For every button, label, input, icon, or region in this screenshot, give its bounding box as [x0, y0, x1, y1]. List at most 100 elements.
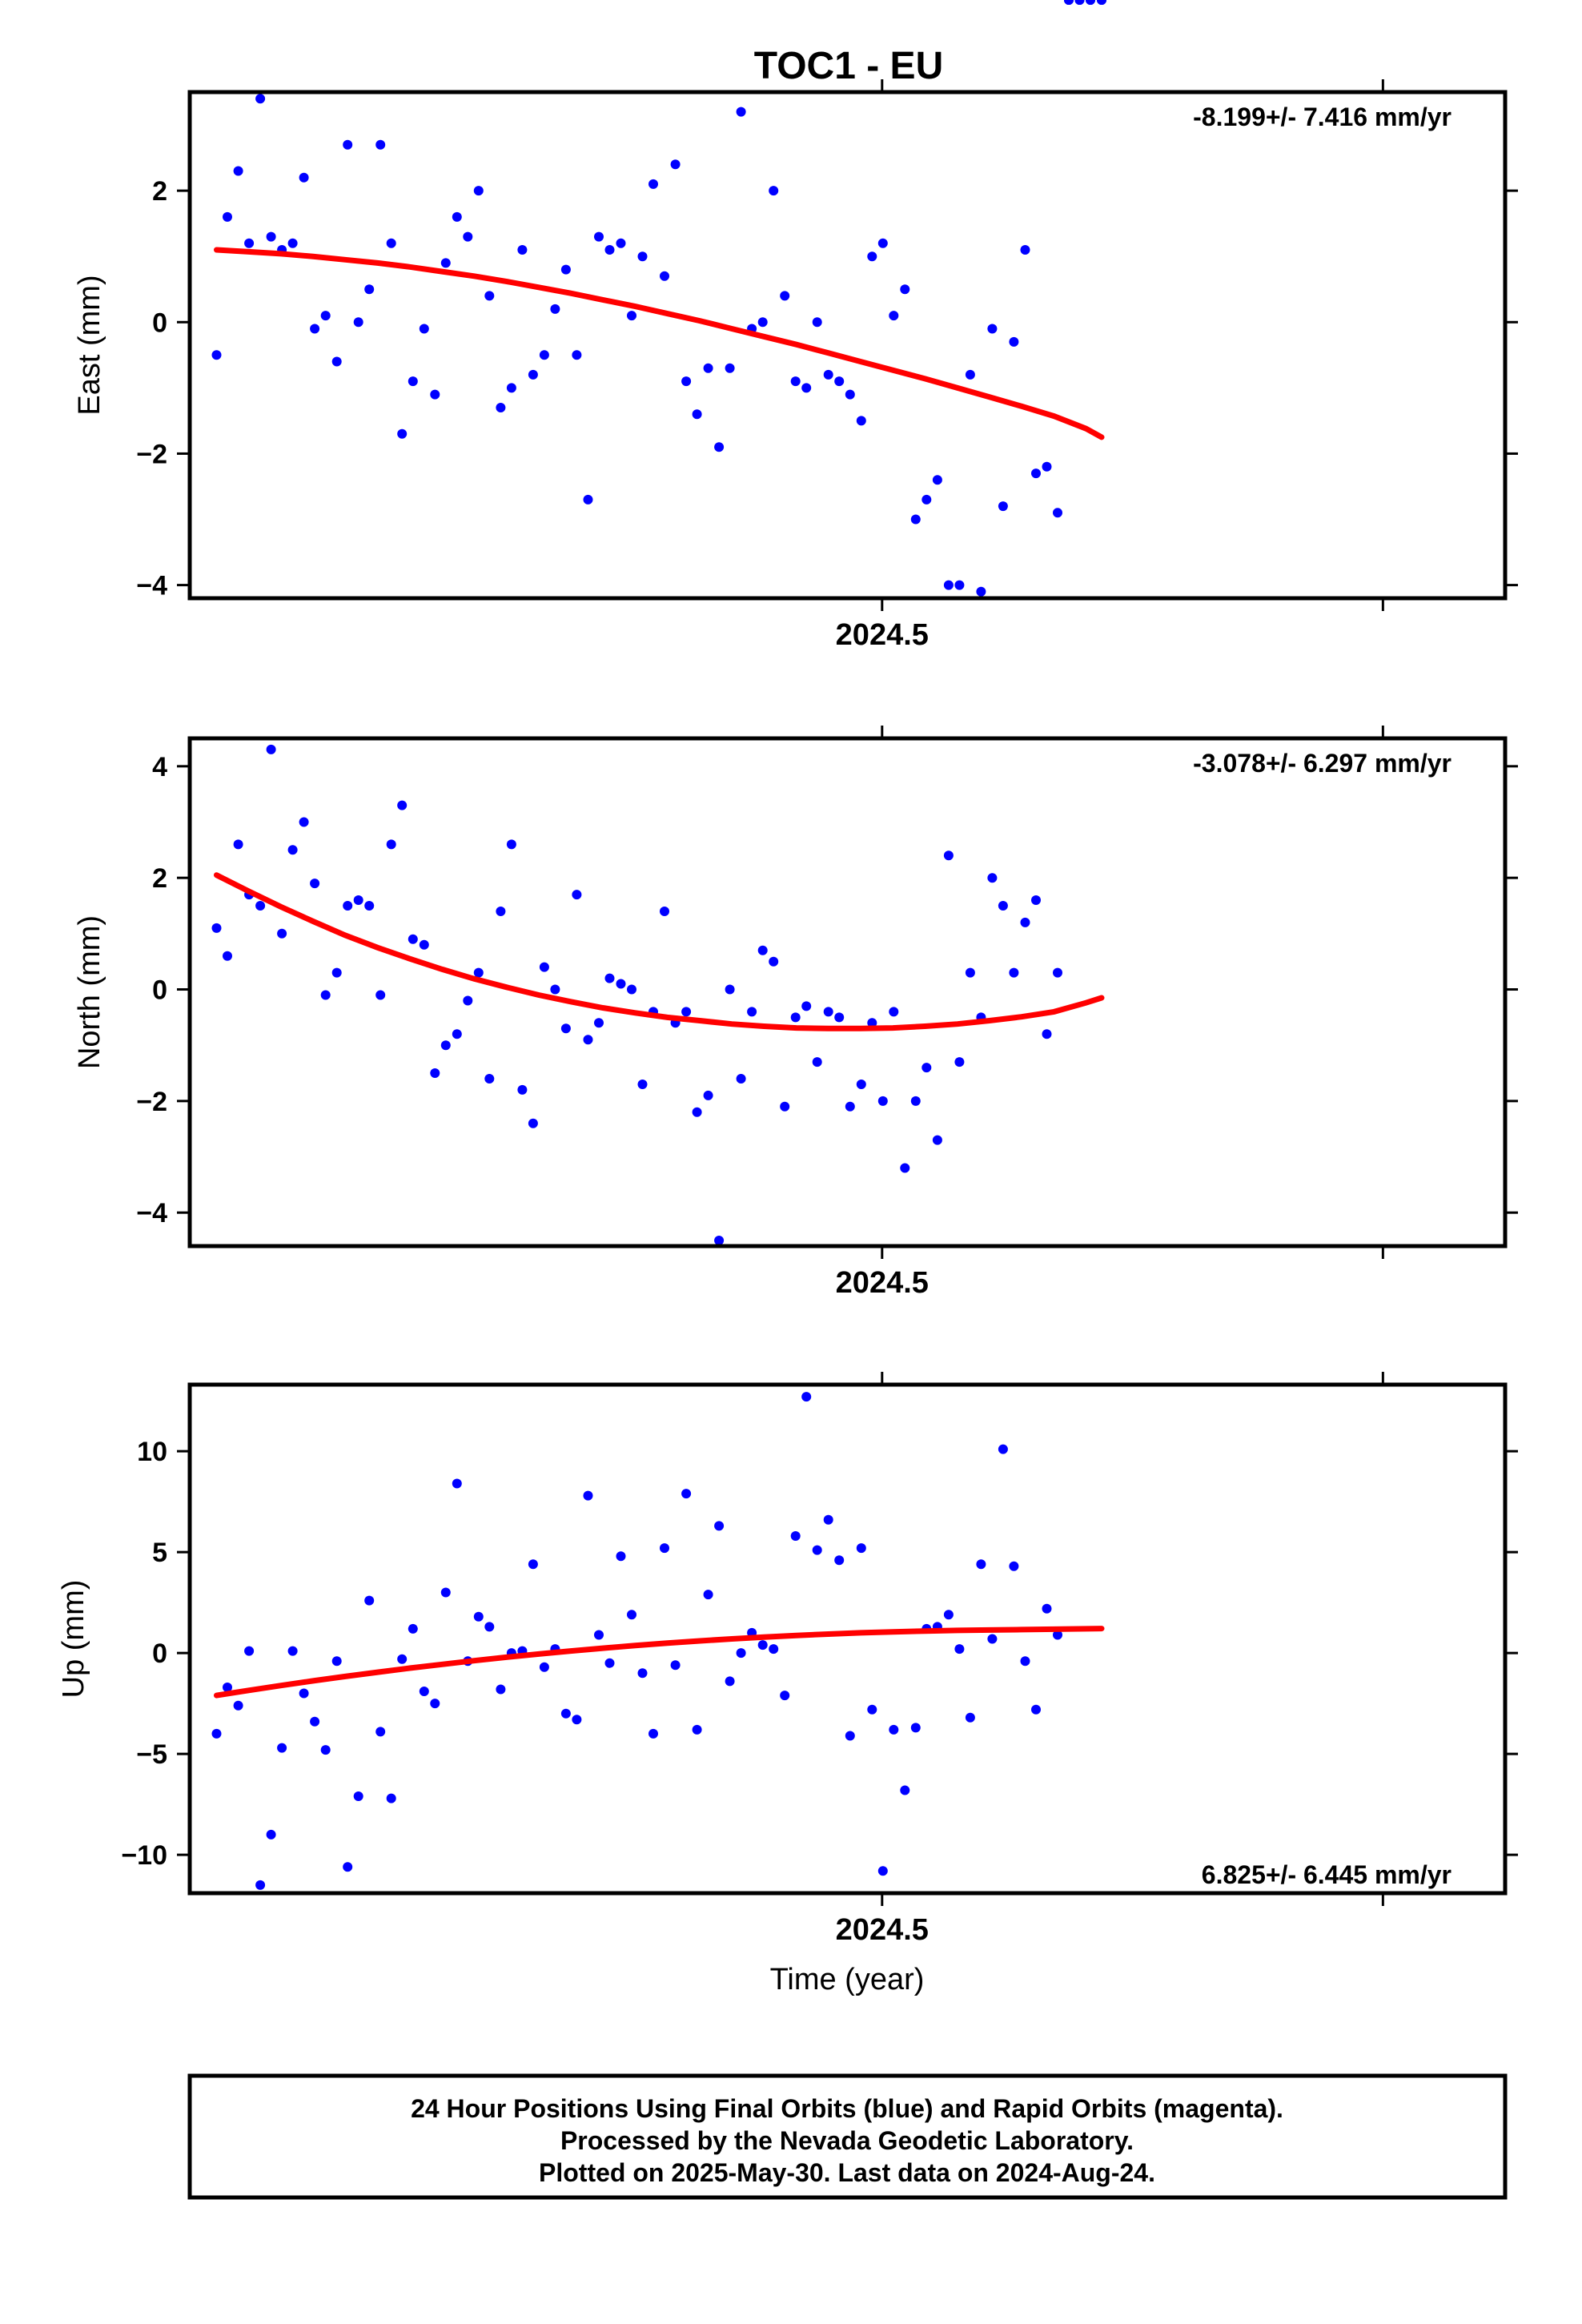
east-data-point	[780, 291, 790, 301]
north-data-point	[954, 1057, 965, 1068]
east-data-point	[987, 324, 998, 334]
north-y-tick-label: 2	[152, 863, 167, 894]
north-data-point	[692, 1107, 702, 1117]
up-data-point	[703, 1590, 713, 1600]
up-data-point	[987, 1634, 998, 1644]
east-data-point	[539, 350, 549, 360]
east-data-point	[736, 107, 746, 117]
east-data-point	[877, 238, 888, 248]
up-y-tick-label: −5	[136, 1739, 167, 1770]
east-data-point	[921, 494, 932, 505]
east-data-point	[419, 324, 429, 334]
east-data-point	[943, 580, 954, 590]
east-data-point	[910, 514, 921, 525]
east-y-tick-label: −2	[136, 439, 167, 469]
east-data-point	[900, 284, 910, 295]
up-data-point	[1074, 0, 1085, 5]
east-data-point	[889, 311, 899, 321]
east-data-point	[823, 369, 833, 380]
up-data-point	[310, 1716, 320, 1727]
up-data-point	[845, 1731, 855, 1741]
up-fit-line	[214, 1626, 1105, 1699]
north-data-point	[1009, 967, 1019, 978]
up-data-point	[528, 1559, 538, 1570]
east-data-point	[648, 179, 658, 189]
up-data-point	[244, 1646, 255, 1656]
north-data-point	[714, 1236, 725, 1245]
up-data-point	[725, 1676, 735, 1687]
north-data-point	[440, 1040, 451, 1051]
north-data-point	[408, 934, 418, 944]
north-data-point	[496, 907, 506, 916]
north-data-point	[812, 1057, 822, 1068]
up-y-tick-label: 5	[152, 1538, 167, 1568]
footer-line-1: 24 Hour Positions Using Final Orbits (bl…	[411, 2094, 1283, 2123]
east-data-point	[320, 311, 331, 321]
up-data-point	[353, 1791, 363, 1801]
up-y-tick-label: −10	[121, 1840, 167, 1871]
north-data-point	[266, 744, 276, 754]
north-data-point	[900, 1163, 910, 1173]
up-data-point	[769, 1644, 779, 1655]
up-data-point	[375, 1727, 386, 1737]
north-data-point	[430, 1068, 440, 1078]
north-data-point	[1020, 917, 1030, 927]
east-data-point	[998, 501, 1008, 512]
north-data-point	[310, 879, 320, 889]
east-data-point	[223, 211, 232, 222]
north-data-point	[550, 984, 560, 995]
up-y-tick-label: 10	[137, 1437, 167, 1467]
up-data-point	[736, 1648, 746, 1659]
footer-box	[187, 2073, 1508, 2200]
up-data-point	[440, 1587, 451, 1598]
north-data-point	[889, 1007, 899, 1017]
up-data-point	[277, 1743, 287, 1753]
east-data-point	[572, 350, 582, 360]
up-data-point	[976, 1559, 986, 1570]
up-data-point	[790, 1531, 801, 1541]
up-data-point	[965, 1712, 975, 1723]
x-axis-label: Time (year)	[770, 1963, 925, 1996]
up-data-point	[670, 1660, 681, 1671]
up-data-point	[484, 1622, 495, 1632]
east-data-point	[725, 363, 735, 373]
up-data-point	[583, 1490, 593, 1501]
north-data-point	[386, 839, 396, 850]
up-data-point	[594, 1630, 604, 1640]
east-data-point	[310, 324, 320, 334]
north-data-point	[572, 890, 582, 900]
east-data-point	[801, 383, 812, 393]
east-data-point	[397, 428, 408, 439]
up-data-point	[287, 1646, 298, 1656]
figure-title: TOC1 - EU	[754, 45, 943, 87]
north-data-point	[539, 962, 549, 972]
up-data-point	[660, 1543, 669, 1554]
up-data-point	[616, 1551, 626, 1562]
north-data-point	[943, 850, 954, 861]
east-data-point	[408, 376, 418, 387]
up-data-point	[419, 1687, 429, 1696]
up-data-point	[1097, 0, 1106, 5]
up-data-point	[1064, 0, 1074, 5]
up-data-point	[1053, 1630, 1062, 1640]
north-data-point	[856, 1080, 866, 1089]
east-data-point	[331, 356, 342, 367]
east-data-point	[386, 238, 396, 248]
north-data-point	[560, 1023, 571, 1034]
east-data-point	[670, 159, 681, 170]
north-data-point	[364, 901, 375, 911]
east-data-point	[703, 363, 713, 373]
north-data-point	[473, 967, 484, 978]
north-data-point	[736, 1074, 746, 1084]
footer-line-3: Plotted on 2025-May-30. Last data on 202…	[539, 2158, 1155, 2187]
east-y-tick-label: 2	[152, 176, 167, 207]
north-y-axis-label: North (mm)	[73, 915, 106, 1069]
north-data-point	[484, 1074, 495, 1084]
east-data-point	[660, 271, 669, 281]
east-data-point	[856, 416, 866, 426]
east-data-point	[452, 211, 462, 222]
north-data-point	[877, 1096, 888, 1106]
east-data-point	[375, 139, 386, 150]
east-data-point	[299, 172, 309, 183]
up-data-point	[900, 1785, 910, 1795]
